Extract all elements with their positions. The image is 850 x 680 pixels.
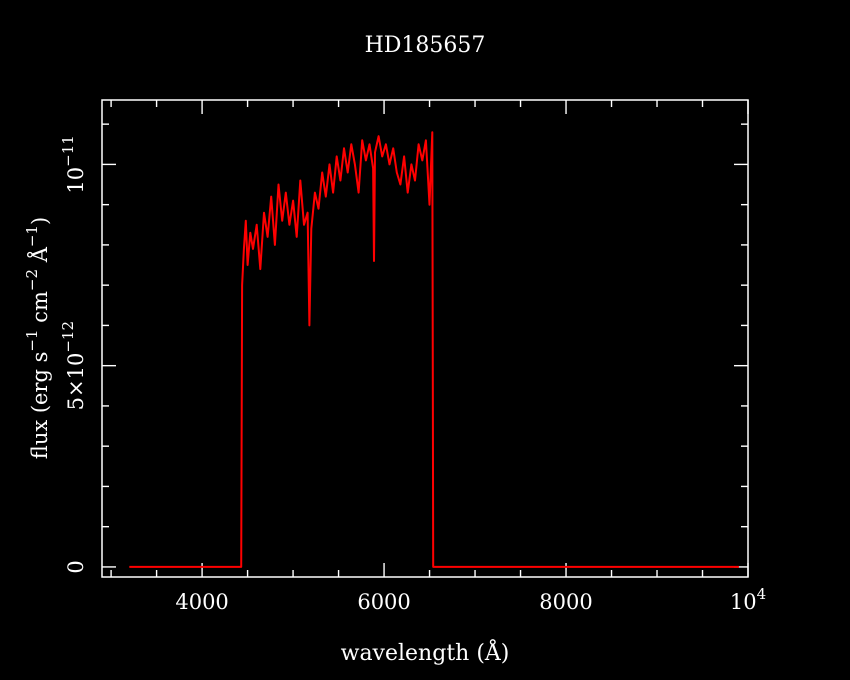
- y-axis-title-part: ): [28, 217, 52, 225]
- x-axis-title: wavelength (Å): [341, 638, 510, 666]
- y-axis-title-part: cm: [28, 291, 52, 329]
- x-tick-label-superscript: 4: [757, 585, 767, 603]
- y-tick-label-part: 0: [64, 560, 88, 573]
- x-tick-label: 6000: [357, 590, 410, 614]
- axis-ticks: [102, 100, 749, 577]
- y-axis-title-superscript: −1: [23, 329, 41, 351]
- x-tick-label: 104: [730, 585, 766, 614]
- y-tick-label: 10−11: [59, 135, 88, 193]
- y-tick-label-superscript: −12: [59, 321, 77, 353]
- y-tick-label: 5×10−12: [59, 321, 88, 410]
- axis-titles: wavelength (Å)flux (erg s−1 cm−2 Å−1): [23, 217, 509, 666]
- x-axis-title-part: wavelength (Å): [341, 638, 510, 666]
- y-axis-title-superscript: −1: [23, 225, 41, 247]
- y-axis-title-part: Å: [27, 246, 52, 269]
- x-tick-label: 4000: [175, 590, 228, 614]
- y-tick-label-part: 10: [64, 167, 88, 194]
- y-tick-label-superscript: −11: [59, 135, 77, 167]
- chart-title: HD185657: [365, 33, 486, 58]
- spectrum-line: [129, 131, 739, 568]
- y-axis-title: flux (erg s−1 cm−2 Å−1): [23, 217, 52, 459]
- plot-area: [129, 131, 739, 568]
- y-tick-label-part: 5×10: [64, 353, 88, 411]
- y-tick-label: 0: [64, 560, 88, 573]
- x-tick-label-part: 4000: [175, 590, 228, 614]
- x-tick-label-part: 8000: [539, 590, 592, 614]
- x-tick-label-part: 6000: [357, 590, 410, 614]
- y-axis-title-superscript: −2: [23, 269, 41, 291]
- plot-frame: [101, 99, 749, 578]
- y-axis-title-part: flux (erg s: [28, 352, 52, 460]
- x-tick-label-part: 10: [730, 590, 757, 614]
- x-tick-label: 8000: [539, 590, 592, 614]
